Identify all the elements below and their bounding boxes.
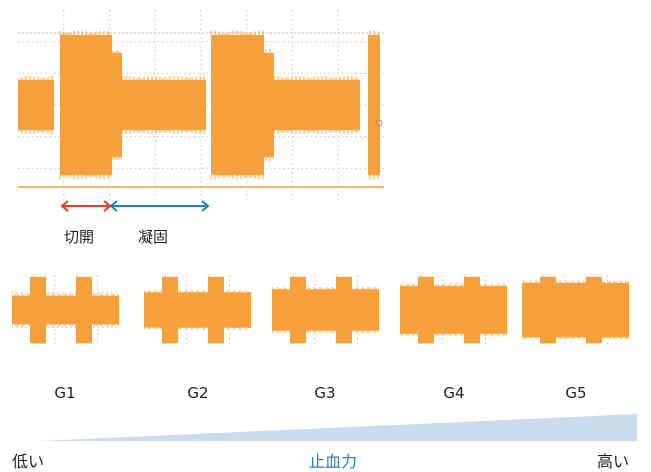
hemostasis-strength-wedge xyxy=(40,410,637,442)
mode-waveform-g5 xyxy=(522,275,629,345)
main-waveform xyxy=(18,35,380,175)
coag-duration-arrow xyxy=(111,201,208,211)
mode-waveform-g3 xyxy=(272,275,379,345)
mini-waveform xyxy=(272,277,379,344)
strength-axis-label: 止血力 xyxy=(309,448,357,472)
mode-waveform-g4 xyxy=(400,275,507,345)
duration-arrows xyxy=(55,198,220,214)
cut-label: 切開 xyxy=(64,226,94,247)
coag-label: 凝固 xyxy=(138,226,168,247)
cut-duration-arrow xyxy=(62,201,110,211)
mode-label-g4: G4 xyxy=(443,384,464,402)
mini-waveform xyxy=(400,277,507,344)
main-waveform-scope xyxy=(18,10,384,215)
strength-low-label: 低い xyxy=(12,448,44,472)
mode-waveform-g1 xyxy=(12,275,119,345)
mode-label-g3: G3 xyxy=(314,384,335,402)
mini-waveform xyxy=(144,277,251,344)
mode-label-g2: G2 xyxy=(187,384,208,402)
mode-label-g5: G5 xyxy=(565,384,586,402)
mode-label-g1: G1 xyxy=(54,384,75,402)
mini-waveform xyxy=(522,277,629,344)
strength-high-label: 高い xyxy=(597,448,629,472)
mode-waveform-g2 xyxy=(144,275,251,345)
mini-waveform xyxy=(12,277,119,344)
